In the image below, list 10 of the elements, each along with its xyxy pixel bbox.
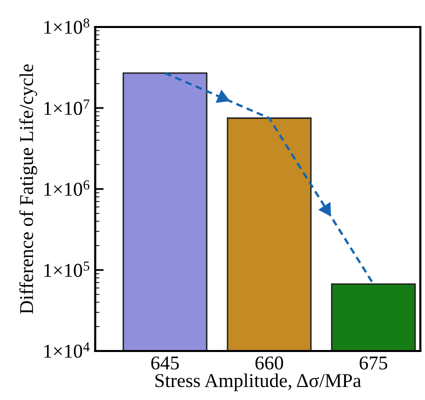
y-tick-label: 1×10$^{7}$: [44, 100, 90, 115]
x-tick-label: 660: [255, 356, 284, 370]
y-tick-label: 1×10$^{6}$: [44, 180, 90, 196]
y-tick-label: 1×10$^{5}$: [44, 262, 90, 277]
y-tick-label: 1×10$^{8}$: [44, 18, 90, 34]
y-axis-title: Difference of Fatigue Life/cycle: [19, 64, 38, 314]
x-tick-label: 645: [151, 356, 179, 370]
y-tick-label: 1×10$^{4}$: [44, 342, 90, 358]
x-axis-title: Stress Amplitude, Δσ/MPa: [155, 373, 362, 392]
x-tick-label: 675: [360, 356, 388, 370]
